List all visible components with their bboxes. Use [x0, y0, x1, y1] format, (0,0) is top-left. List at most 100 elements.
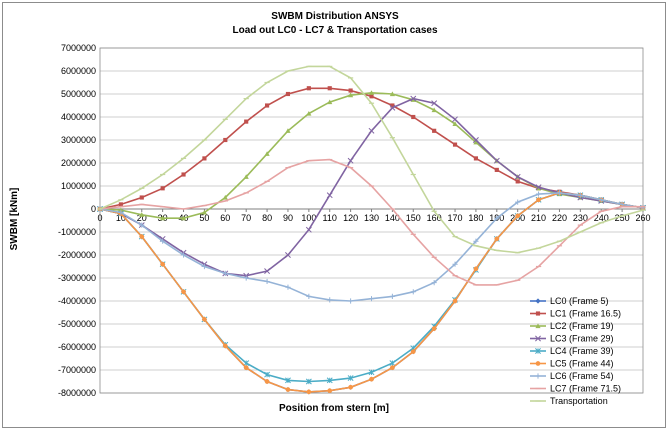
series-line [99, 91, 644, 219]
data-point [202, 317, 207, 322]
data-point [389, 360, 396, 367]
legend-marker [535, 335, 541, 342]
data-point [244, 119, 249, 124]
data-point [347, 157, 354, 164]
x-tick-label: 100 [301, 213, 316, 223]
y-tick-label: -5000000 [58, 319, 96, 329]
data-point [369, 94, 374, 99]
data-point [305, 226, 312, 233]
data-point [452, 261, 458, 267]
data-point [285, 252, 291, 258]
data-point [306, 86, 311, 91]
x-tick-label: 260 [635, 213, 650, 223]
x-tick-label: 90 [283, 213, 293, 223]
legend-label: LC7 (Frame 71.5) [550, 384, 621, 394]
y-tick-label: -6000000 [58, 342, 96, 352]
data-point [515, 213, 521, 219]
data-point [348, 384, 353, 390]
y-tick-label: 2000000 [61, 158, 96, 168]
y-tick-label: 0 [91, 204, 96, 214]
series-2 [97, 86, 646, 212]
x-tick-label: 230 [573, 213, 588, 223]
data-point [494, 236, 500, 242]
x-tick-label: 180 [468, 213, 483, 223]
x-tick-label: 210 [531, 213, 546, 223]
data-point [536, 197, 541, 203]
data-point [431, 107, 437, 113]
data-point [326, 377, 333, 384]
data-point [222, 343, 228, 349]
data-point [326, 192, 333, 199]
data-point [473, 156, 479, 161]
data-point [347, 375, 354, 382]
data-point [514, 173, 521, 180]
data-point [160, 186, 165, 191]
data-point [598, 197, 604, 203]
x-tick-label: 70 [241, 213, 251, 223]
data-point [410, 97, 416, 102]
y-tick-label: 7000000 [61, 43, 96, 53]
data-point [452, 142, 458, 147]
data-point [285, 128, 291, 133]
legend-item: LC0 (Frame 5) [530, 296, 609, 306]
legend-label: LC4 (Frame 39) [550, 346, 614, 356]
data-point [535, 191, 542, 197]
data-point [348, 88, 353, 93]
x-tick-label: 60 [220, 213, 230, 223]
data-point [264, 151, 270, 156]
legend-marker [535, 348, 541, 354]
data-point [222, 194, 228, 200]
legend-marker [535, 373, 541, 379]
data-point [494, 215, 500, 221]
data-point [201, 263, 208, 270]
legend-marker [535, 361, 541, 366]
data-point [368, 369, 375, 376]
y-axis-title: SWBM [kNm] [9, 188, 20, 251]
data-point [160, 215, 166, 221]
legend-marker [535, 298, 541, 304]
data-point [389, 104, 396, 111]
data-point [473, 266, 479, 272]
data-point [243, 365, 249, 371]
y-tick-label: -4000000 [58, 296, 96, 306]
legend-item: Transportation [530, 396, 608, 406]
data-point [264, 278, 270, 285]
x-tick-label: 220 [552, 213, 567, 223]
data-point [368, 296, 375, 302]
y-tick-label: 6000000 [61, 66, 96, 76]
data-point [264, 103, 270, 108]
x-tick-label: 150 [406, 213, 421, 223]
data-point [180, 252, 187, 258]
data-point [264, 379, 270, 384]
data-point [411, 114, 416, 120]
data-point [452, 121, 458, 126]
data-point [452, 298, 458, 304]
data-point [160, 238, 166, 244]
data-point [493, 157, 500, 164]
legend-marker [535, 323, 541, 329]
y-tick-label: -8000000 [58, 388, 96, 398]
series-7 [97, 190, 646, 304]
data-point [473, 238, 479, 244]
y-tick-label: 1000000 [61, 181, 96, 191]
data-point [452, 116, 458, 123]
data-point [264, 268, 271, 275]
data-point [118, 202, 123, 207]
data-point [390, 365, 395, 371]
data-point [306, 293, 312, 299]
legend-item: LC3 (Frame 29) [530, 334, 614, 344]
legend-label: LC6 (Frame 54) [550, 371, 614, 381]
series-3 [97, 90, 646, 221]
data-point [577, 192, 583, 198]
data-point [432, 128, 437, 133]
data-point [306, 389, 312, 395]
x-tick-label: 170 [448, 213, 463, 223]
chart-title: SWBM Distribution ANSYS [271, 11, 399, 22]
data-point [369, 376, 374, 382]
series-layer [97, 65, 646, 395]
data-point [535, 184, 542, 191]
data-point [305, 378, 312, 385]
data-point [431, 326, 437, 331]
data-point [410, 349, 416, 354]
